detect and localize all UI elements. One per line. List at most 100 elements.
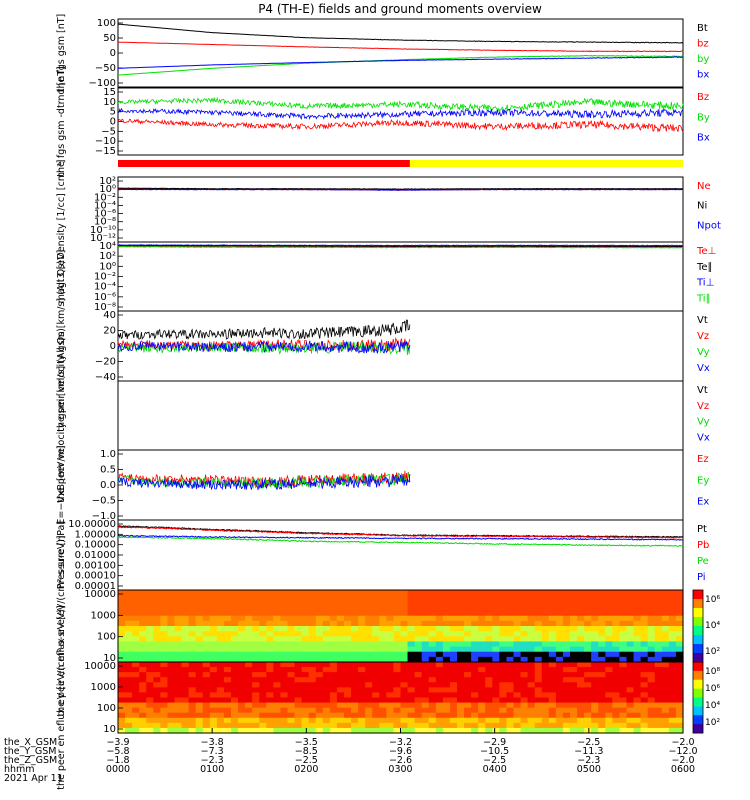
spectrogram-cell <box>118 687 126 694</box>
spectrogram-cell <box>181 636 190 643</box>
spectrogram-cell <box>160 646 169 653</box>
spectrogram-cell <box>287 672 296 678</box>
spectrogram-cell <box>294 626 303 632</box>
spectrogram-cell <box>308 702 317 709</box>
spectrogram-cell <box>492 595 500 601</box>
spectrogram-cell <box>527 615 536 622</box>
spectrogram-cell <box>365 712 373 719</box>
spectrogram-cell <box>661 646 670 653</box>
spectrogram-cell <box>245 610 253 617</box>
spectrogram-cell <box>139 712 147 719</box>
spectrogram-cell <box>259 615 267 622</box>
spectrogram-cell <box>365 702 373 709</box>
spectrogram-cell <box>372 682 380 688</box>
spectrogram-cell <box>668 697 677 704</box>
x-tick-label: −11.3 <box>574 746 603 757</box>
spectrogram-cell <box>153 722 161 729</box>
spectrogram-cell <box>457 717 465 724</box>
spectrogram-cell <box>478 646 486 653</box>
spectrogram-cell <box>675 620 684 627</box>
spectrogram-cell <box>400 656 409 663</box>
spectrogram-cell <box>252 651 260 658</box>
spectrogram-cell <box>181 600 190 607</box>
spectrogram-cell <box>654 717 663 724</box>
spectrogram-cell <box>675 615 684 622</box>
spectrogram-cell <box>640 697 649 704</box>
spectrogram-cell <box>245 672 253 678</box>
spectrogram-cell <box>315 636 324 643</box>
spectrogram-cell <box>358 651 366 658</box>
spectrogram-cell <box>591 646 599 653</box>
spectrogram-cell <box>428 712 437 719</box>
spectrogram-cell <box>358 667 366 673</box>
spectrogram-cell <box>527 610 536 617</box>
spectrogram-cell <box>555 707 564 714</box>
spectrogram-cell <box>329 646 338 653</box>
spectrogram-cell <box>442 717 451 724</box>
y-tick-label: 10⁻² <box>94 192 116 203</box>
spectrogram-cell <box>506 717 515 724</box>
spectrogram-cell <box>132 707 140 714</box>
spectrogram-cell <box>160 702 169 709</box>
spectrogram-cell <box>570 631 578 637</box>
spectrogram-cell <box>584 651 592 658</box>
spectrogram-cell <box>280 656 289 663</box>
spectrogram-cell <box>202 600 211 607</box>
spectrogram-cell <box>195 722 204 729</box>
x-tick-label: 0600 <box>671 764 695 775</box>
spectrogram-cell <box>365 656 373 663</box>
spectrogram-cell <box>174 702 183 709</box>
spectrogram-cell <box>386 697 395 704</box>
spectrogram-cell <box>386 717 395 724</box>
spectrogram-cell <box>577 697 585 704</box>
spectrogram-cell <box>139 692 147 699</box>
spectrogram-cell <box>626 722 635 729</box>
spectrogram-cell <box>153 677 161 683</box>
spectrogram-cell <box>492 722 500 729</box>
spectrogram-cell <box>315 717 324 724</box>
spectrogram-cell <box>513 707 522 714</box>
spectrogram-cell <box>315 615 324 622</box>
spectrogram-cell <box>457 667 465 673</box>
spectrogram-cell <box>153 687 161 694</box>
spectrogram-cell <box>555 717 564 724</box>
y-tick-label: 10⁻¹⁰ <box>90 225 116 236</box>
spectrogram-cell <box>555 672 564 678</box>
spectrogram-cell <box>527 712 536 719</box>
spectrogram-cell <box>372 615 380 622</box>
spectrogram-cell <box>153 702 161 709</box>
spectrogram-cell <box>492 615 500 622</box>
spectrogram-cell <box>216 662 225 668</box>
spectrogram-cell <box>160 636 169 643</box>
spectrogram-cell <box>132 610 140 617</box>
spectrogram-cell <box>471 672 479 678</box>
spectrogram-cell <box>541 717 550 724</box>
spectrogram-cell <box>188 620 197 627</box>
spectrogram-cell <box>584 610 592 617</box>
spectrogram-cell <box>506 651 515 658</box>
spectrogram-cell <box>245 712 253 719</box>
spectrogram-cell <box>654 677 663 683</box>
spectrogram-cell <box>435 682 444 688</box>
y-axis-label: the peer en eflux eV [eV/(cm²-s-sr-eV)] <box>56 605 67 789</box>
spectrogram-cell <box>216 672 225 678</box>
spectrogram-cell <box>118 667 126 673</box>
spectrogram-cell <box>139 641 147 648</box>
spectrogram-cell <box>188 687 197 694</box>
spectrogram-cell <box>358 626 366 632</box>
spectrogram-cell <box>442 646 451 653</box>
spectrogram-cell <box>329 717 338 724</box>
spectrogram-cell <box>548 651 557 658</box>
y-tick-label: 1000 <box>91 610 116 621</box>
y-tick-label: 10⁻⁴ <box>94 282 116 293</box>
panel-frame <box>117 18 684 88</box>
spectrogram-cell <box>435 662 444 668</box>
spectrogram-cell <box>351 707 359 714</box>
spectrogram-cell <box>160 727 169 734</box>
spectrogram-cell <box>619 636 628 643</box>
spectrogram-cell <box>393 717 402 724</box>
spectrogram-cell <box>294 641 303 648</box>
spectrogram-cell <box>555 712 564 719</box>
spectrogram-cell <box>336 682 345 688</box>
spectrogram-cell <box>633 651 642 658</box>
